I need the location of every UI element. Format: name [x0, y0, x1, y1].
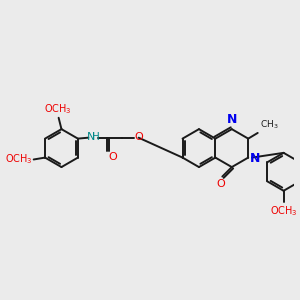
Text: N: N	[226, 113, 237, 126]
Text: CH$_3$: CH$_3$	[260, 118, 278, 131]
Text: H: H	[92, 132, 100, 142]
Text: N: N	[250, 152, 260, 165]
Text: O: O	[135, 132, 143, 142]
Text: OCH$_3$: OCH$_3$	[5, 153, 33, 166]
Text: O: O	[108, 152, 117, 162]
Text: OCH$_3$: OCH$_3$	[270, 204, 298, 218]
Text: N: N	[87, 132, 96, 142]
Text: OCH$_3$: OCH$_3$	[44, 102, 71, 116]
Text: O: O	[216, 179, 225, 189]
